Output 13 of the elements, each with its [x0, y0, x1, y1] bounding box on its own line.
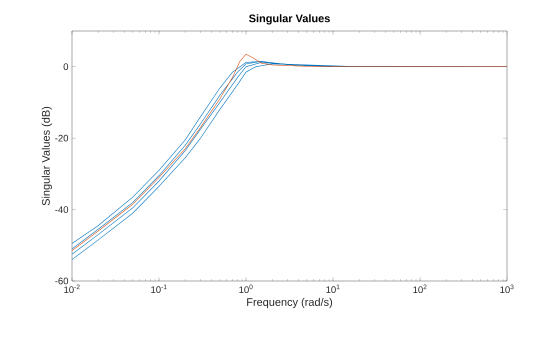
y-tick-label: -20: [55, 134, 68, 142]
x-tick-label: 10$^{1}$: [326, 284, 340, 293]
y-axis-title: Singular Values (dB): [42, 106, 52, 206]
x-tick-label: 10$^{3}$: [500, 284, 514, 294]
x-tick-label: 10$^{-1}$: [151, 284, 167, 293]
y-tick-label: -60: [55, 278, 68, 284]
chart-title: Singular Values: [249, 14, 330, 24]
x-tick-label: 10$^{-2}$: [64, 284, 80, 294]
y-tick-label: 0: [64, 63, 68, 70]
x-tick-label: 10$^{2}$: [413, 284, 427, 294]
x-axis-title: Frequency (rad/s): [247, 298, 332, 308]
y-tick-label: -40: [55, 206, 68, 213]
x-tick-label: 10$^{0}$: [239, 284, 253, 294]
